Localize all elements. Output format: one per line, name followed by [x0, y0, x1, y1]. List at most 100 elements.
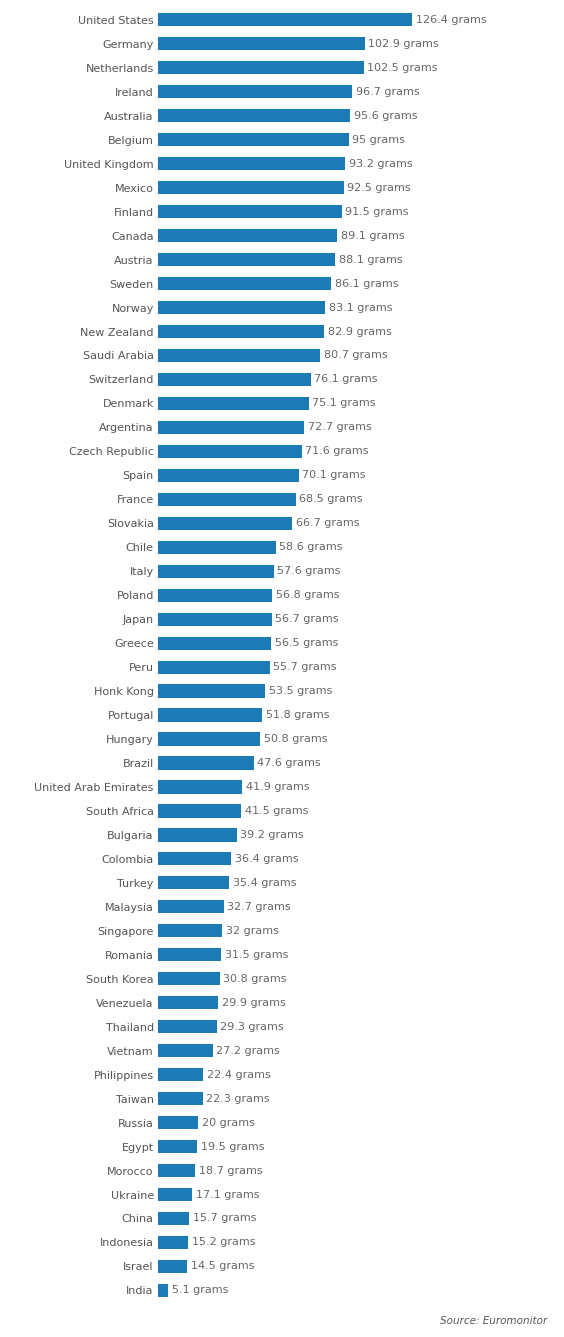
Text: 95.6 grams: 95.6 grams: [354, 111, 417, 120]
Bar: [158, 852, 231, 865]
Bar: [158, 996, 218, 1009]
Text: 83.1 grams: 83.1 grams: [328, 302, 392, 313]
Bar: [158, 37, 365, 51]
Bar: [158, 493, 296, 505]
Text: 66.7 grams: 66.7 grams: [296, 519, 359, 528]
Bar: [158, 564, 274, 578]
Text: 75.1 grams: 75.1 grams: [312, 398, 376, 408]
Text: 55.7 grams: 55.7 grams: [274, 662, 337, 673]
Bar: [158, 781, 242, 794]
Bar: [158, 972, 220, 985]
Bar: [158, 445, 302, 459]
Text: 47.6 grams: 47.6 grams: [257, 758, 321, 767]
Bar: [158, 540, 276, 554]
Text: 41.9 grams: 41.9 grams: [246, 782, 309, 792]
Text: 29.9 grams: 29.9 grams: [222, 997, 285, 1008]
Bar: [158, 876, 229, 889]
Text: 41.5 grams: 41.5 grams: [245, 806, 309, 816]
Text: 18.7 grams: 18.7 grams: [199, 1166, 263, 1175]
Text: 5.1 grams: 5.1 grams: [172, 1285, 228, 1296]
Bar: [158, 948, 221, 961]
Bar: [158, 636, 271, 650]
Text: 56.8 grams: 56.8 grams: [276, 590, 339, 600]
Text: 29.3 grams: 29.3 grams: [221, 1021, 284, 1032]
Bar: [158, 924, 222, 937]
Text: 51.8 grams: 51.8 grams: [266, 710, 329, 721]
Bar: [158, 421, 304, 435]
Bar: [158, 1211, 190, 1225]
Bar: [158, 1259, 187, 1273]
Text: 53.5 grams: 53.5 grams: [269, 686, 332, 697]
Bar: [158, 1116, 198, 1130]
Bar: [158, 301, 325, 314]
Text: 89.1 grams: 89.1 grams: [341, 230, 404, 241]
Bar: [158, 62, 364, 75]
Bar: [158, 110, 350, 123]
Text: Source: Euromonitor: Source: Euromonitor: [440, 1317, 547, 1326]
Text: 92.5 grams: 92.5 grams: [347, 183, 411, 193]
Bar: [158, 349, 320, 362]
Text: 57.6 grams: 57.6 grams: [277, 567, 341, 576]
Bar: [158, 397, 309, 410]
Bar: [158, 516, 292, 529]
Text: 32.7 grams: 32.7 grams: [227, 902, 291, 912]
Bar: [158, 1044, 213, 1058]
Bar: [158, 158, 345, 170]
Bar: [158, 1165, 196, 1177]
Bar: [158, 1068, 203, 1082]
Bar: [158, 660, 270, 674]
Text: 36.4 grams: 36.4 grams: [235, 854, 298, 864]
Bar: [158, 900, 223, 913]
Bar: [158, 277, 331, 290]
Text: 56.5 grams: 56.5 grams: [275, 638, 338, 648]
Text: 96.7 grams: 96.7 grams: [356, 87, 420, 96]
Bar: [158, 205, 342, 218]
Bar: [158, 134, 349, 146]
Bar: [158, 229, 337, 242]
Bar: [158, 1284, 168, 1297]
Text: 102.9 grams: 102.9 grams: [368, 39, 439, 49]
Text: 102.5 grams: 102.5 grams: [368, 63, 438, 72]
Text: 86.1 grams: 86.1 grams: [334, 278, 398, 289]
Text: 30.8 grams: 30.8 grams: [223, 973, 287, 984]
Text: 32 grams: 32 grams: [226, 925, 279, 936]
Text: 15.2 grams: 15.2 grams: [192, 1238, 255, 1247]
Bar: [158, 1187, 192, 1201]
Text: 20 grams: 20 grams: [202, 1118, 254, 1127]
Bar: [158, 1092, 202, 1106]
Text: 76.1 grams: 76.1 grams: [315, 374, 378, 385]
Text: 68.5 grams: 68.5 grams: [299, 495, 363, 504]
Text: 82.9 grams: 82.9 grams: [328, 326, 392, 337]
Text: 80.7 grams: 80.7 grams: [324, 350, 387, 361]
Bar: [158, 13, 412, 27]
Bar: [158, 1020, 217, 1034]
Text: 19.5 grams: 19.5 grams: [201, 1142, 264, 1151]
Bar: [158, 180, 344, 194]
Bar: [158, 685, 266, 698]
Text: 39.2 grams: 39.2 grams: [240, 830, 304, 840]
Bar: [158, 709, 262, 722]
Text: 91.5 grams: 91.5 grams: [345, 207, 409, 217]
Text: 50.8 grams: 50.8 grams: [263, 734, 327, 743]
Bar: [158, 253, 335, 266]
Bar: [158, 373, 311, 386]
Text: 17.1 grams: 17.1 grams: [196, 1190, 259, 1199]
Text: 126.4 grams: 126.4 grams: [416, 15, 486, 25]
Bar: [158, 588, 272, 602]
Text: 15.7 grams: 15.7 grams: [193, 1214, 257, 1223]
Bar: [158, 1140, 197, 1152]
Text: 88.1 grams: 88.1 grams: [338, 254, 402, 265]
Text: 35.4 grams: 35.4 grams: [233, 878, 296, 888]
Text: 31.5 grams: 31.5 grams: [225, 949, 288, 960]
Bar: [158, 805, 241, 817]
Text: 72.7 grams: 72.7 grams: [307, 422, 371, 432]
Bar: [158, 1235, 188, 1249]
Text: 95 grams: 95 grams: [352, 135, 406, 144]
Text: 22.4 grams: 22.4 grams: [206, 1070, 270, 1080]
Text: 14.5 grams: 14.5 grams: [191, 1261, 254, 1271]
Text: 93.2 grams: 93.2 grams: [349, 159, 412, 168]
Text: 56.7 grams: 56.7 grams: [275, 614, 339, 624]
Text: 58.6 grams: 58.6 grams: [279, 543, 343, 552]
Bar: [158, 829, 237, 841]
Text: 27.2 grams: 27.2 grams: [216, 1046, 280, 1056]
